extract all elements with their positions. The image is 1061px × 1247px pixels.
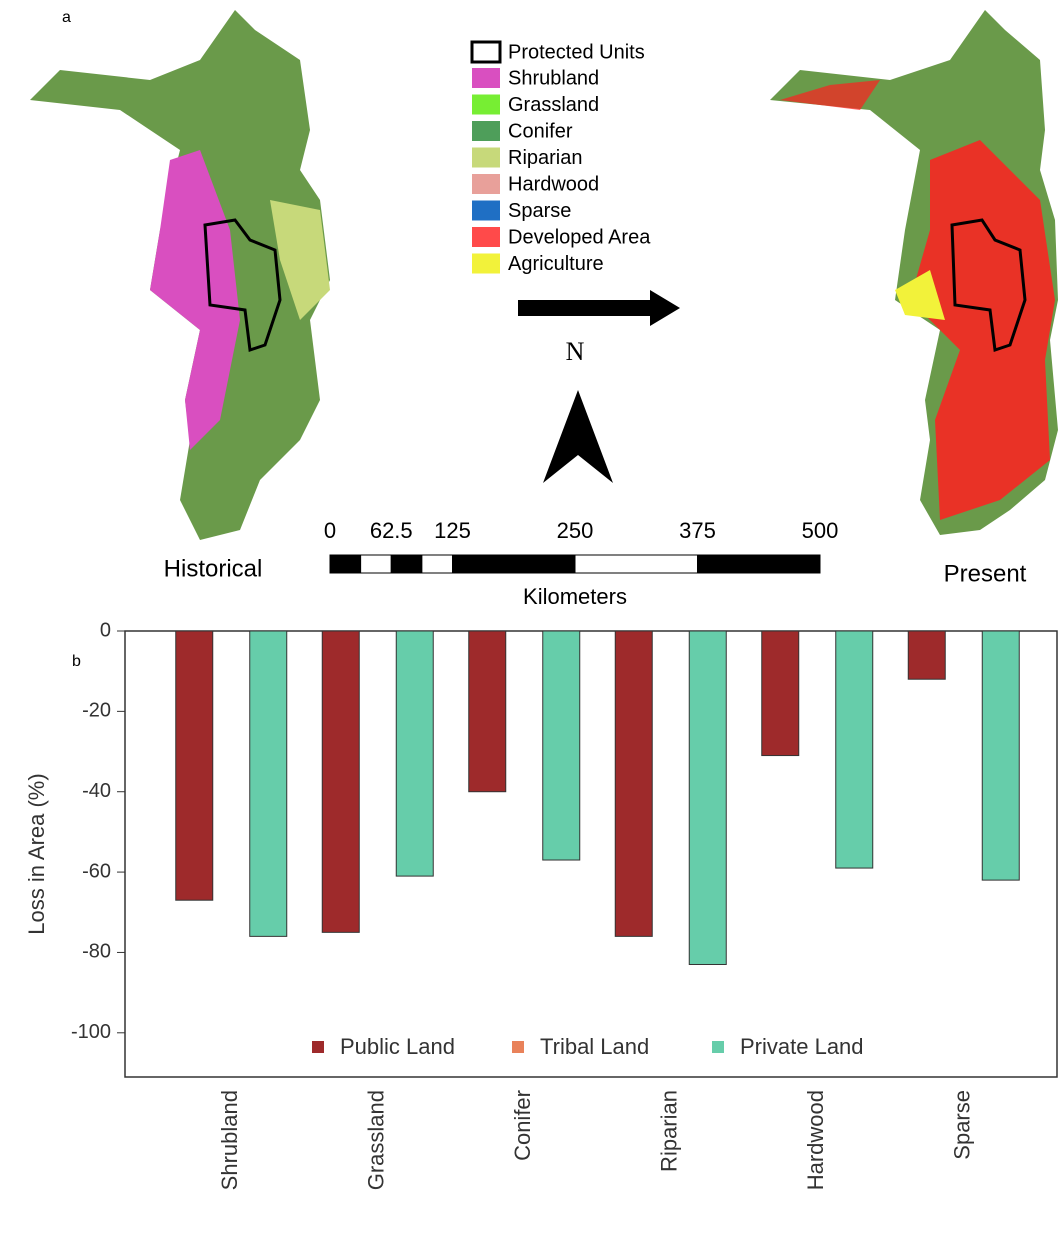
map-label: Present — [944, 560, 1027, 587]
scale-tick-label: 125 — [434, 518, 471, 543]
legend-swatch — [472, 227, 500, 247]
bar — [615, 631, 652, 936]
legend-swatch — [472, 42, 500, 62]
figure: a Historical Present Protected Units Shr… — [0, 0, 1061, 1242]
scale-tick-label: 500 — [802, 518, 839, 543]
y-tick-label: -60 — [82, 860, 111, 882]
bar — [396, 631, 433, 876]
legend-label: Conifer — [508, 120, 573, 142]
legend-swatch — [472, 121, 500, 141]
scale-tick-label: 62.5 — [370, 518, 413, 543]
legend-label: Grassland — [508, 94, 599, 116]
legend-label: Tribal Land — [540, 1034, 649, 1059]
legend-swatch — [472, 254, 500, 274]
y-axis-label: Loss in Area (%) — [24, 773, 49, 934]
arrow — [518, 290, 680, 326]
bar — [322, 631, 359, 932]
legend-swatch — [472, 201, 500, 221]
scale-segment — [330, 555, 361, 573]
x-tick-label: Conifer — [510, 1090, 535, 1161]
scale-segment — [698, 555, 821, 573]
legend-label: Developed Area — [508, 226, 651, 248]
map-legend: Shrubland Grassland Conifer Riparian Hardwoo… — [472, 67, 651, 275]
present-map — [770, 10, 1058, 535]
scale-segment — [391, 555, 422, 573]
y-tick-label: -20 — [82, 700, 111, 722]
bar — [176, 631, 213, 900]
bar — [689, 631, 726, 964]
legend-swatch — [472, 148, 500, 168]
legend-title: Protected Units — [508, 41, 645, 63]
y-tick-label: -100 — [71, 1021, 111, 1043]
scale-segment — [575, 555, 698, 573]
legend-label: Private Land — [740, 1034, 864, 1059]
legend-swatch — [472, 174, 500, 194]
page: a Historical Present Protected Units Shr… — [0, 0, 1061, 1247]
y-tick-label: -40 — [82, 780, 111, 802]
legend-label: Hardwood — [508, 173, 599, 195]
legend-label: Riparian — [508, 147, 582, 169]
historical-map — [30, 10, 330, 540]
legend-swatch — [712, 1041, 724, 1053]
x-tick-label: Hardwood — [803, 1090, 828, 1190]
legend-swatch — [512, 1041, 524, 1053]
bar — [982, 631, 1019, 880]
north-arrow — [543, 390, 613, 483]
scale-tick-label: 250 — [557, 518, 594, 543]
x-tick-label: Sparse — [950, 1090, 975, 1160]
panel-label: a — [62, 9, 71, 26]
scale-unit: Kilometers — [523, 584, 627, 609]
scale-segment — [453, 555, 576, 573]
bar — [469, 631, 506, 792]
x-tick-label: Riparian — [657, 1090, 682, 1172]
legend-swatch — [472, 68, 500, 88]
panel-label: b — [72, 653, 81, 670]
bar — [250, 631, 287, 936]
map-label: Historical — [164, 555, 263, 582]
scale-tick-label: 0 — [324, 518, 336, 543]
bar — [543, 631, 580, 860]
legend-swatch — [472, 95, 500, 115]
legend-swatch — [312, 1041, 324, 1053]
scale-tick-label: 375 — [679, 518, 716, 543]
north-label: N — [566, 337, 585, 366]
bar — [908, 631, 945, 679]
y-tick-label: 0 — [100, 619, 111, 641]
bar — [762, 631, 799, 756]
legend-label: Public Land — [340, 1034, 455, 1059]
legend-label: Sparse — [508, 200, 571, 222]
legend-label: Agriculture — [508, 253, 604, 275]
bar — [836, 631, 873, 868]
bar-chart: b Loss in Area (%) 0 -20 -40 -60 -80 -100 Shru… — [24, 619, 1057, 1190]
scale-bar: 0 62.5 125 250 375 500 — [324, 518, 838, 573]
x-tick-label: Grassland — [364, 1090, 389, 1190]
legend-label: Shrubland — [508, 67, 599, 89]
y-tick-label: -80 — [82, 941, 111, 963]
x-tick-label: Shrubland — [217, 1090, 242, 1190]
scale-segment — [361, 555, 392, 573]
scale-segment — [422, 555, 453, 573]
